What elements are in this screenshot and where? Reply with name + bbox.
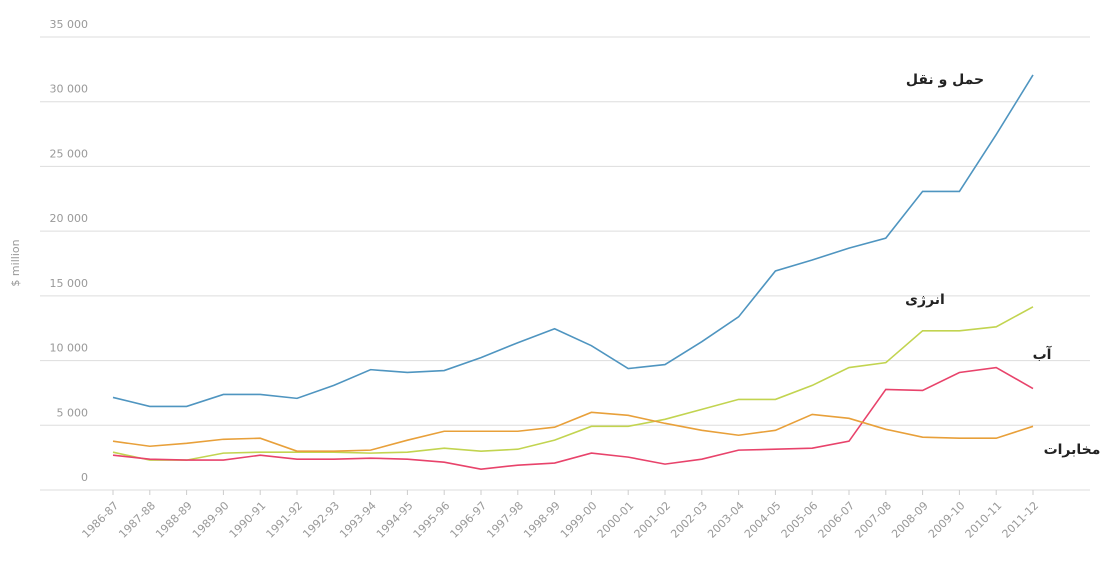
x-tick-label: 1998-99 [521,499,563,541]
x-tick-label: 2005-06 [779,499,821,541]
x-tick-label: 1995-96 [411,499,453,541]
x-tick-label: 1993-94 [337,499,379,541]
series-line [112,74,1034,408]
x-tick-label: 1990-91 [227,499,269,541]
x-tick-label: 2003-04 [705,499,747,541]
y-tick-label: 25 000 [50,147,89,160]
x-tick-label: 1991-92 [264,499,306,541]
y-tick-label: 0 [81,471,88,484]
series-line [112,411,1034,452]
x-tick-label: 2004-05 [742,499,784,541]
x-tick-label: 2011-12 [1000,499,1042,541]
y-tick-label: 5 000 [57,406,89,419]
x-tick-label: 2006-07 [816,499,858,541]
series-label: حمل و نقل [906,72,984,88]
y-tick-label: 10 000 [50,342,89,355]
x-tick-label: 1994-95 [374,499,416,541]
y-tick-label: 35 000 [50,18,89,31]
x-tick-label: 1992-93 [300,499,342,541]
y-tick-label: 15 000 [50,277,89,290]
x-tick-label: 1996-97 [448,499,490,541]
x-tick-label: 2007-08 [852,499,894,541]
y-tick-label: 30 000 [50,83,89,96]
series-line [112,306,1034,461]
x-tick-label: 1999-00 [558,499,600,541]
x-tick-label: 1986-87 [80,499,122,541]
x-tick-label: 2002-03 [668,499,710,541]
series-label: انرژی [905,292,945,308]
x-tick-label: 2010-11 [963,499,1005,541]
series-line [112,366,1034,470]
x-tick-label: 2001-02 [632,499,674,541]
y-axis-label: $ million [9,239,22,286]
x-tick-label: 1997-98 [484,499,526,541]
x-tick-label: 1987-88 [116,499,158,541]
series-label: مخابرات [1044,442,1101,458]
x-tick-label: 1989-90 [190,499,232,541]
x-tick-label: 2008-09 [889,499,931,541]
series-label: آب [1033,345,1053,363]
x-tick-label: 2000-01 [595,499,637,541]
y-tick-label: 20 000 [50,212,89,225]
x-tick-label: 1988-89 [153,499,195,541]
x-tick-label: 2009-10 [926,499,968,541]
